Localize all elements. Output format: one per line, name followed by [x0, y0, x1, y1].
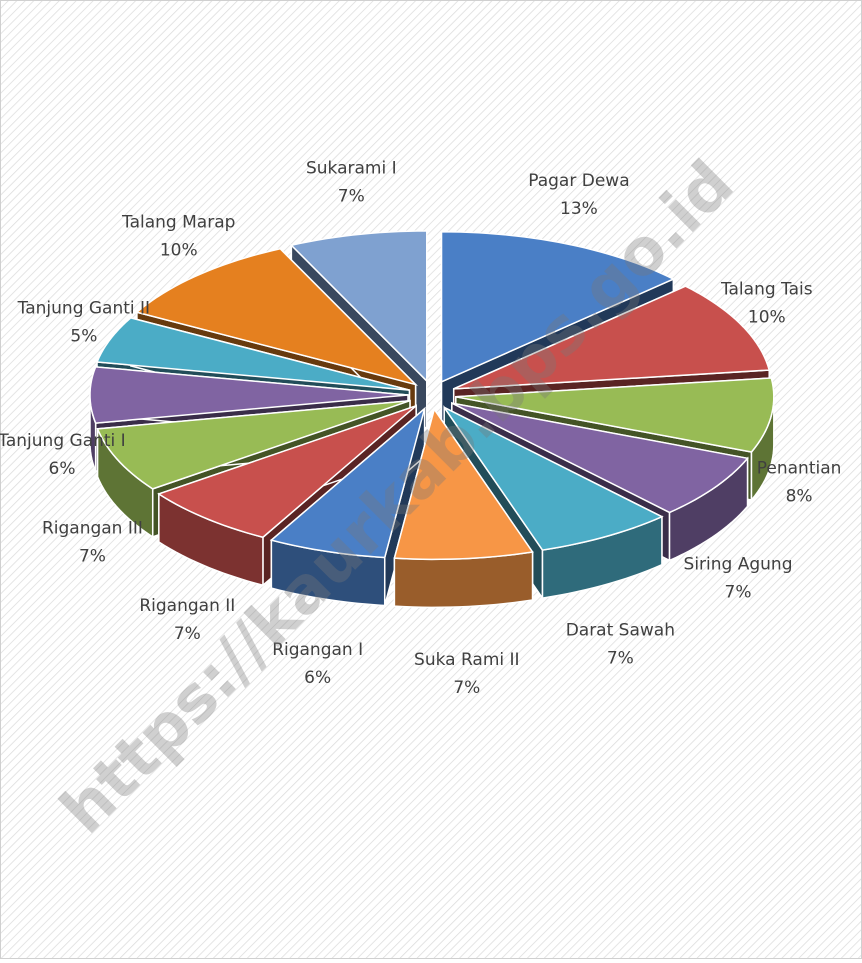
slice-value-label: 5% [70, 326, 97, 346]
slice [95, 317, 410, 391]
slice-label: Rigangan III [42, 518, 143, 538]
slice-label: Rigangan I [272, 640, 363, 660]
slice [96, 399, 411, 490]
slice-label: Rigangan II [139, 596, 235, 616]
slice-label: Talang Tais [720, 279, 813, 299]
slice-label: Tanjung Ganti I [0, 431, 126, 451]
slice-label: Talang Marap [121, 213, 235, 233]
slice-value-label: 7% [79, 546, 106, 566]
slice-label: Siring Agung [684, 555, 793, 575]
slice-value-label: 10% [748, 307, 786, 327]
slice-value-label: 7% [725, 583, 752, 603]
slice-value-label: 10% [160, 241, 198, 261]
slice [453, 285, 771, 390]
slice-value-label: 7% [453, 678, 480, 698]
slice [89, 366, 409, 424]
slice-value-label: 6% [49, 459, 76, 479]
slice-label: Darat Sawah [566, 620, 675, 640]
slice-label: Sukarami I [306, 158, 397, 178]
slice-label: Tanjung Ganti II [17, 298, 150, 318]
slice-value-label: 8% [786, 487, 813, 507]
slice [393, 407, 534, 561]
slice-label: Penantian [757, 459, 842, 479]
slice [157, 405, 417, 539]
pie [89, 230, 775, 609]
slice-value-label: 7% [607, 648, 634, 668]
slice-wall [393, 551, 534, 609]
slice [443, 406, 664, 551]
slice-value-label: 6% [304, 668, 331, 688]
slice-value-label: 13% [560, 199, 598, 219]
slice-value-label: 7% [338, 186, 365, 206]
slice [135, 247, 419, 386]
slice-label: Suka Rami II [414, 650, 520, 670]
slice [451, 402, 749, 514]
slice-label: Pagar Dewa [528, 171, 629, 191]
slice [455, 377, 775, 453]
slice-value-label: 7% [174, 624, 201, 644]
slice [289, 230, 428, 383]
slice [269, 406, 426, 559]
labels: Sukarami I 7% Pagar Dewa 13% Talang Marap 10%… [0, 158, 841, 698]
slice [440, 231, 676, 383]
